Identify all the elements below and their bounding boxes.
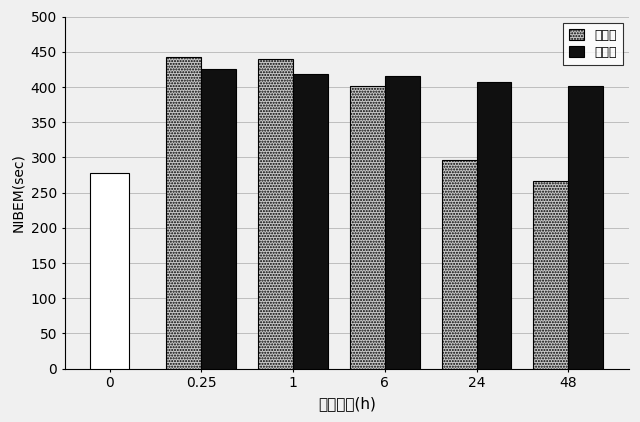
Bar — [258, 59, 293, 369]
X-axis label: 接触時間(h): 接触時間(h) — [318, 396, 376, 411]
Bar — [293, 74, 328, 369]
Bar — [201, 70, 236, 369]
Bar — [568, 87, 604, 369]
Legend: 生酵母, 死酵母: 生酵母, 死酵母 — [563, 23, 623, 65]
Bar — [477, 82, 511, 369]
Bar — [350, 87, 385, 369]
Bar — [385, 76, 420, 369]
Bar — [442, 160, 477, 369]
Y-axis label: NIBEM(sec): NIBEM(sec) — [11, 153, 25, 232]
Bar — [166, 57, 201, 369]
Bar — [90, 173, 129, 369]
Bar — [534, 181, 568, 369]
